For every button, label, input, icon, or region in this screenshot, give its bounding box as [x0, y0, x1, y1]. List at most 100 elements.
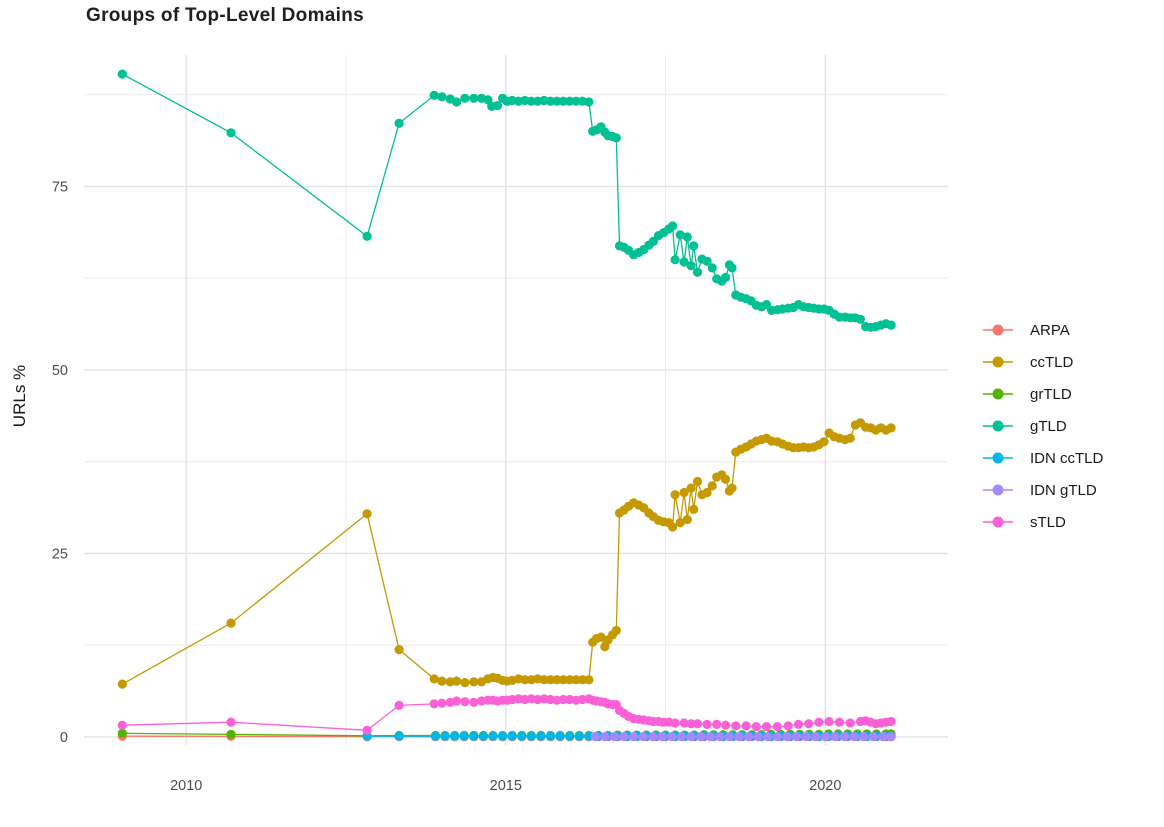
series-point-cctld [845, 433, 855, 443]
legend: ARPA ccTLD grTLD gTLD IDN ccTLD IDN gTLD… [982, 314, 1103, 538]
series-point-idn-gtld [638, 732, 648, 742]
legend-item-label: ccTLD [1030, 353, 1074, 371]
series-point-stld [834, 717, 845, 727]
series-point-idn-cctld [488, 731, 498, 741]
series-point-idn-cctld [565, 731, 575, 741]
chart-title: Groups of Top-Level Domains [86, 5, 364, 26]
series-point-cctld [558, 675, 568, 685]
series-point-stld [452, 696, 462, 706]
series-point-stld [721, 720, 731, 730]
series-point-cctld [692, 476, 703, 487]
legend-item-label: IDN gTLD [1030, 481, 1097, 499]
series-point-gtld [565, 96, 575, 106]
series-point-cctld [679, 487, 689, 498]
series-point-stld [469, 697, 479, 708]
series-point-gtld [702, 256, 712, 266]
series-point-cctld [552, 675, 562, 685]
series-point-stld [731, 721, 741, 731]
legend-key-icon [983, 388, 1013, 400]
series-point-cctld [596, 632, 606, 642]
series-point-idn-gtld [839, 732, 850, 742]
series-point-gtld [526, 96, 536, 106]
series-point-cctld [362, 509, 372, 519]
series-point-gtld [362, 231, 372, 241]
series-point-stld [226, 717, 236, 727]
legend-item-grtld: grTLD [982, 378, 1103, 410]
series-point-cctld [707, 481, 717, 491]
series-point-gtld [394, 118, 404, 128]
series-point-stld [362, 725, 372, 735]
series-point-idn-gtld [878, 732, 888, 742]
legend-key-icon [983, 516, 1013, 528]
series-point-stld [117, 720, 127, 730]
series-point-idn-gtld [648, 732, 658, 742]
series-point-cctld [819, 437, 829, 447]
series-point-idn-gtld [715, 732, 725, 742]
legend-item-arpa: ARPA [982, 314, 1103, 346]
legend-item-label: gTLD [1030, 417, 1067, 435]
series-point-gtld [727, 263, 737, 273]
series-point-idn-gtld [619, 732, 629, 742]
series-point-idn-gtld [849, 732, 859, 742]
series-point-cctld [565, 675, 575, 685]
series-point-idn-gtld [600, 732, 610, 742]
series-point-cctld [670, 490, 680, 500]
series-point-stld [751, 722, 761, 732]
series-point-cctld [394, 645, 404, 655]
series-point-idn-cctld [555, 731, 565, 741]
series-point-gtld [707, 263, 717, 273]
series-point-idn-gtld [763, 732, 773, 742]
legend-item-idn-gtld: IDN gTLD [982, 474, 1103, 506]
series-point-cctld [686, 483, 696, 493]
series-point-stld [793, 719, 804, 730]
legend-key-icon [983, 324, 1013, 336]
series-point-gtld [675, 230, 685, 240]
series-point-gtld [686, 261, 696, 271]
series-point-gtld [226, 128, 236, 138]
series-point-cctld [682, 515, 692, 525]
legend-item-label: ARPA [1030, 321, 1070, 339]
series-point-stld [702, 719, 712, 730]
x-tick-label: 2010 [170, 778, 202, 794]
y-tick-label: 0 [60, 730, 68, 746]
series-point-cctld [584, 675, 594, 685]
series-point-idn-cctld [545, 731, 556, 741]
series-point-gtld [429, 90, 439, 100]
series-point-gtld [689, 241, 699, 251]
series-point-gtld [117, 69, 127, 79]
series-point-cctld [452, 676, 462, 686]
series-point-idn-cctld [574, 731, 584, 741]
series-point-cctld [727, 483, 737, 493]
series-point-idn-cctld [440, 731, 450, 741]
series-point-gtld [571, 96, 581, 106]
series-point-stld [783, 721, 793, 731]
series-point-idn-gtld [772, 732, 783, 742]
series-point-stld [772, 722, 783, 732]
series-line-gtld [121, 73, 892, 328]
series-point-idn-gtld [676, 732, 687, 742]
y-tick-label: 25 [52, 546, 68, 562]
series-point-idn-cctld [450, 731, 460, 741]
series-point-gtld [682, 232, 692, 242]
series-point-cctld [437, 676, 447, 686]
series-point-stld [670, 718, 680, 728]
series-point-gtld [492, 101, 503, 111]
series-point-idn-cctld [498, 731, 508, 741]
series-point-idn-gtld [801, 732, 811, 742]
series-point-cctld [469, 677, 479, 687]
series-point-idn-cctld [526, 731, 536, 741]
series-point-idn-gtld [811, 732, 821, 742]
series-point-cctld [721, 474, 731, 484]
series-point-gtld [545, 96, 556, 106]
series-point-idn-gtld [705, 732, 715, 742]
legend-item-gtld: gTLD [982, 410, 1103, 442]
series-point-idn-gtld [886, 732, 896, 742]
series-point-gtld [552, 96, 562, 106]
series-point-stld [558, 694, 568, 705]
series-point-cctld [668, 522, 678, 532]
series-point-cctld [577, 675, 588, 685]
series-point-idn-gtld [590, 732, 600, 742]
legend-item-idn-cctld: IDN ccTLD [982, 442, 1103, 474]
series-point-gtld [721, 272, 731, 282]
series-point-gtld [670, 255, 680, 265]
